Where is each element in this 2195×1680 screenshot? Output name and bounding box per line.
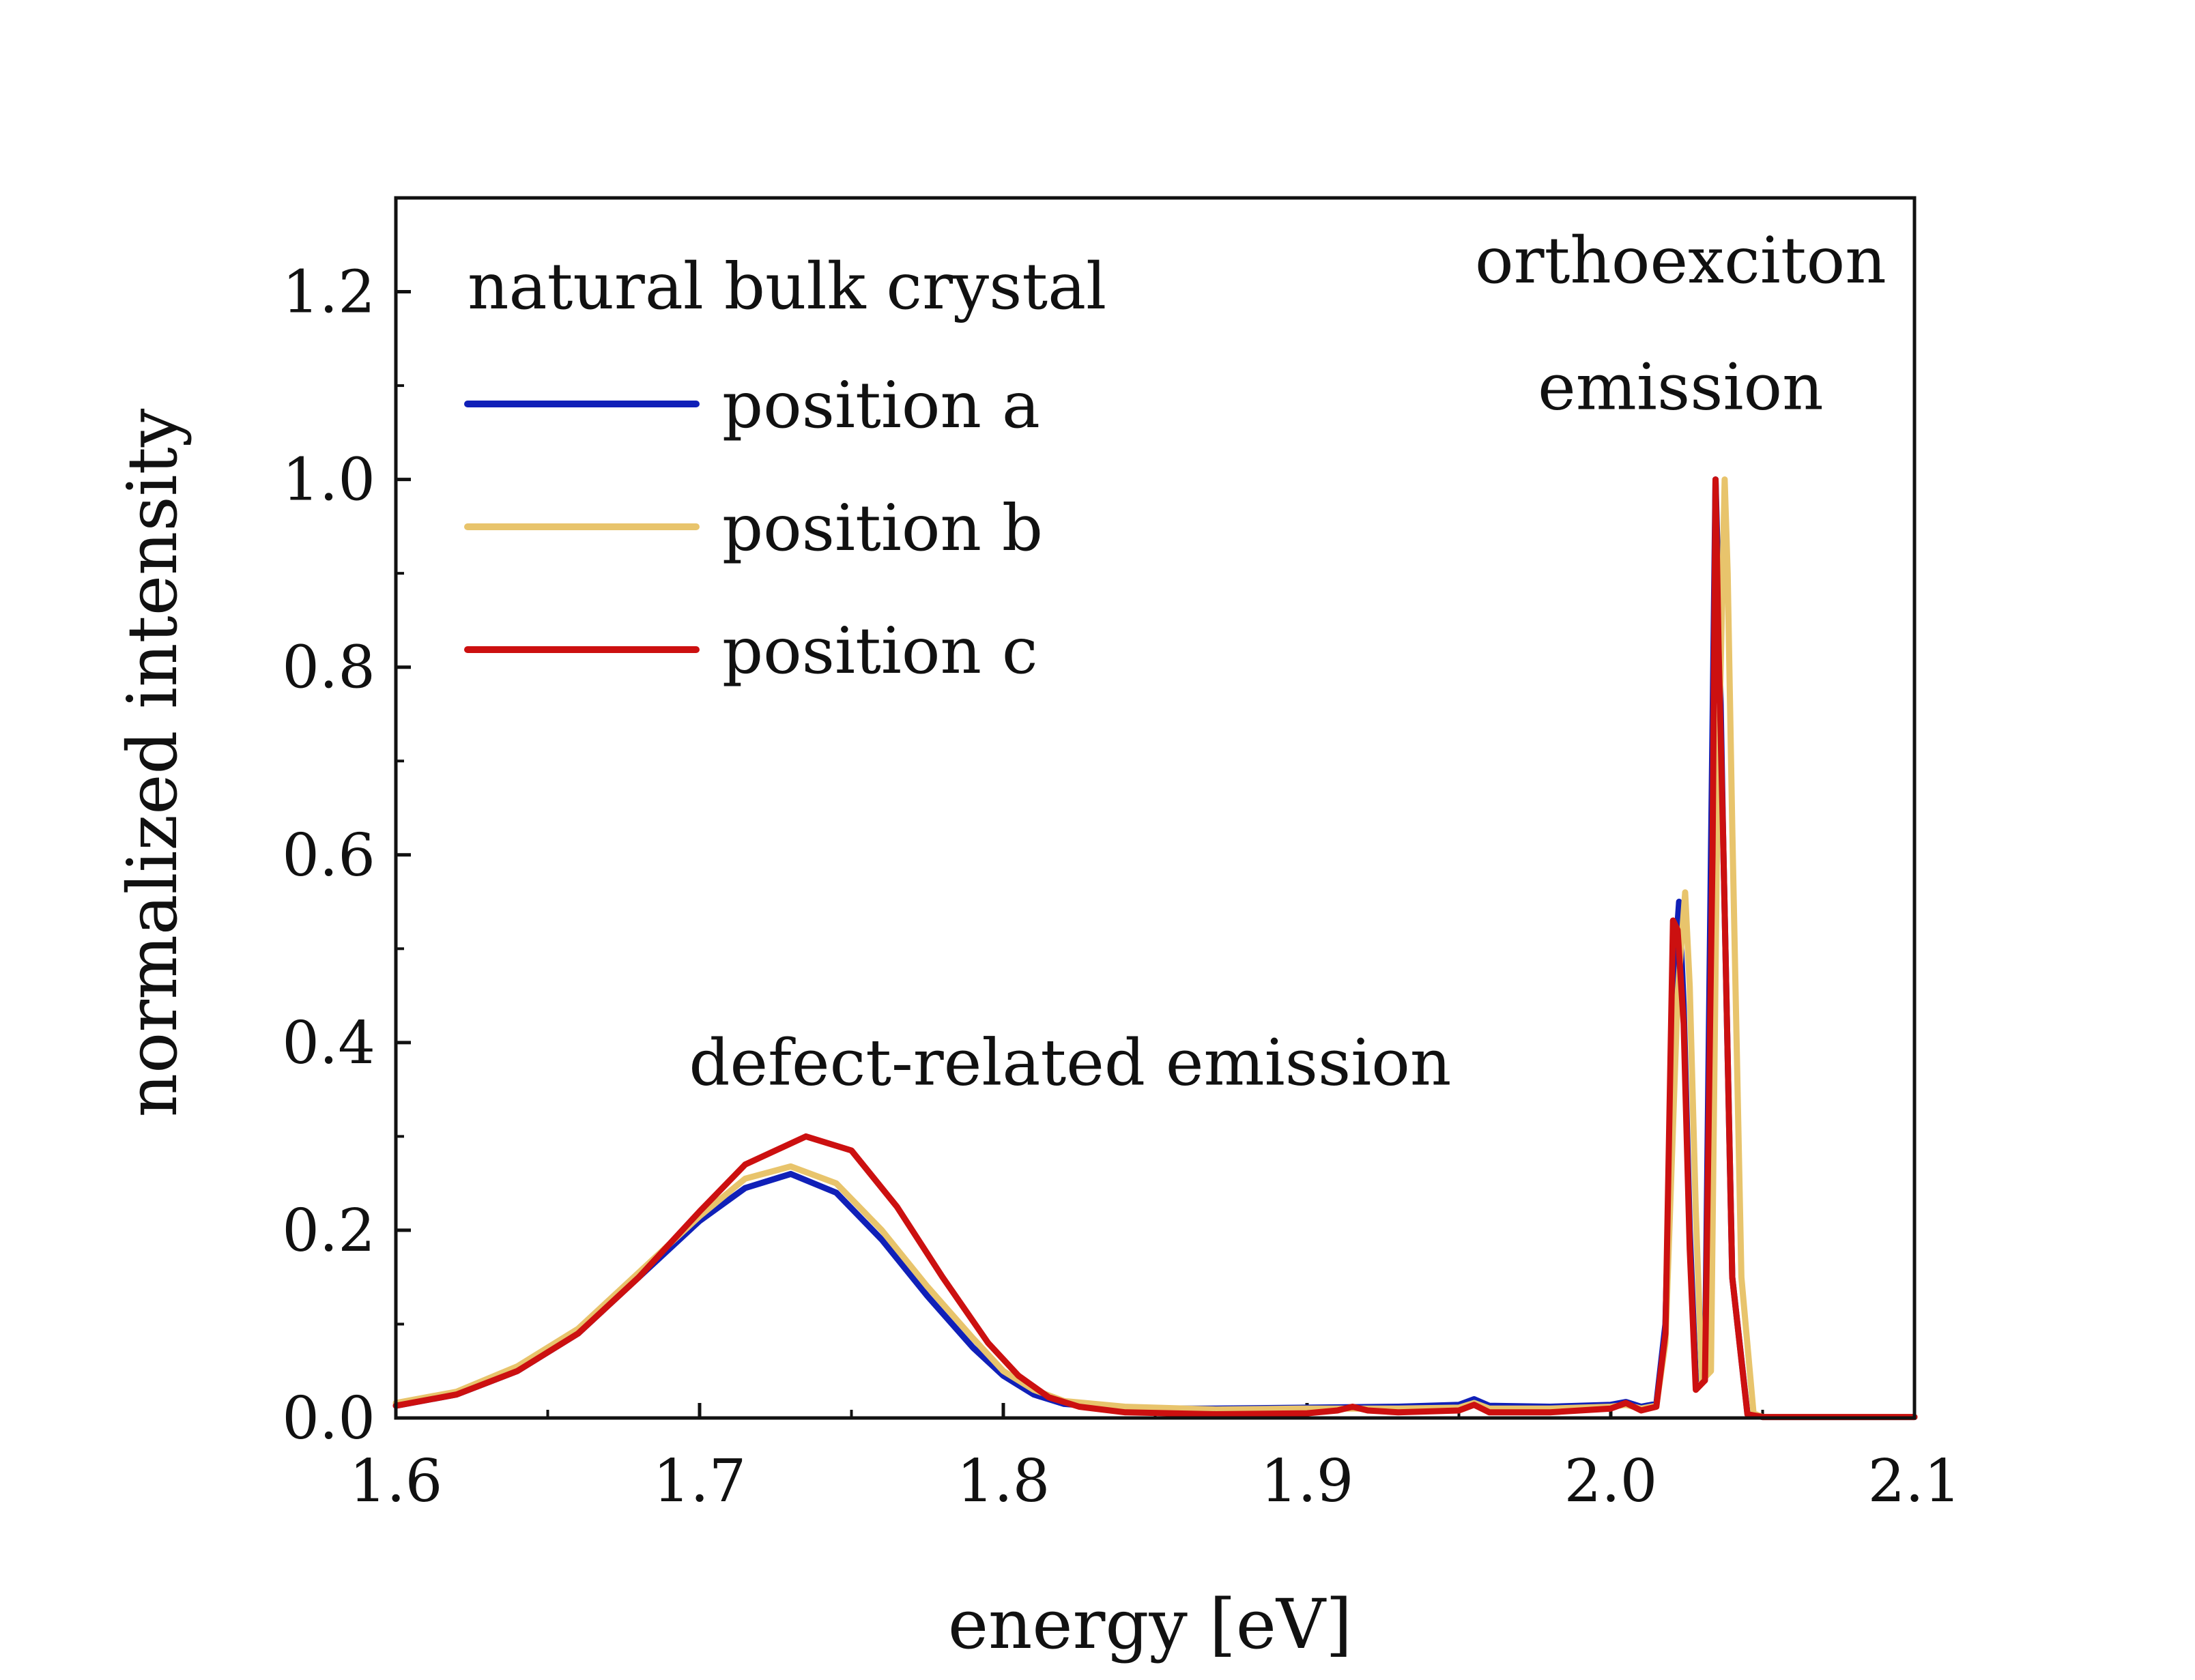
annotation-orthoexciton: orthoexciton (1475, 224, 1886, 298)
y-tick-label: 0.0 (282, 1385, 375, 1453)
x-tick-label: 2.1 (1868, 1447, 1962, 1516)
x-tick-label: 2.0 (1564, 1447, 1658, 1516)
series-line-position-b (392, 476, 1918, 1421)
legend-label-position-a: position a (722, 368, 1040, 443)
y-tick-labels: 0.0 0.2 0.4 0.6 0.8 1.0 1.2 (282, 259, 375, 1453)
minor-ticks (396, 384, 1764, 1418)
x-tick-label: 1.9 (1261, 1447, 1354, 1516)
legend-label-position-c: position c (722, 614, 1038, 689)
legend-title: natural bulk crystal (468, 250, 1106, 324)
plot-frame (394, 196, 1917, 1420)
y-tick-label: 0.2 (282, 1197, 375, 1265)
x-tick-label: 1.7 (653, 1447, 747, 1516)
y-tick-label: 0.8 (282, 634, 375, 702)
series-layer (392, 476, 1918, 1421)
legend: natural bulk crystal position a position… (464, 250, 1106, 689)
legend-label-position-b: position b (722, 491, 1043, 566)
y-axis-title: normalized intensity (113, 408, 192, 1117)
x-tick-label: 1.6 (349, 1447, 443, 1516)
annotation-defect-emission: defect-related emission (689, 1026, 1451, 1101)
y-tick-label: 0.6 (282, 822, 375, 890)
annotation-emission: emission (1538, 351, 1824, 425)
series-line-position-c (392, 476, 1918, 1421)
y-tick-label: 1.0 (282, 446, 375, 515)
y-tick-label: 1.2 (282, 259, 375, 327)
y-tick-label: 0.4 (282, 1009, 375, 1077)
x-tick-labels: 1.6 1.7 1.8 1.9 2.0 2.1 (349, 1447, 1962, 1516)
x-tick-label: 1.8 (957, 1447, 1050, 1516)
x-axis-title: energy [eV] (948, 1584, 1352, 1664)
